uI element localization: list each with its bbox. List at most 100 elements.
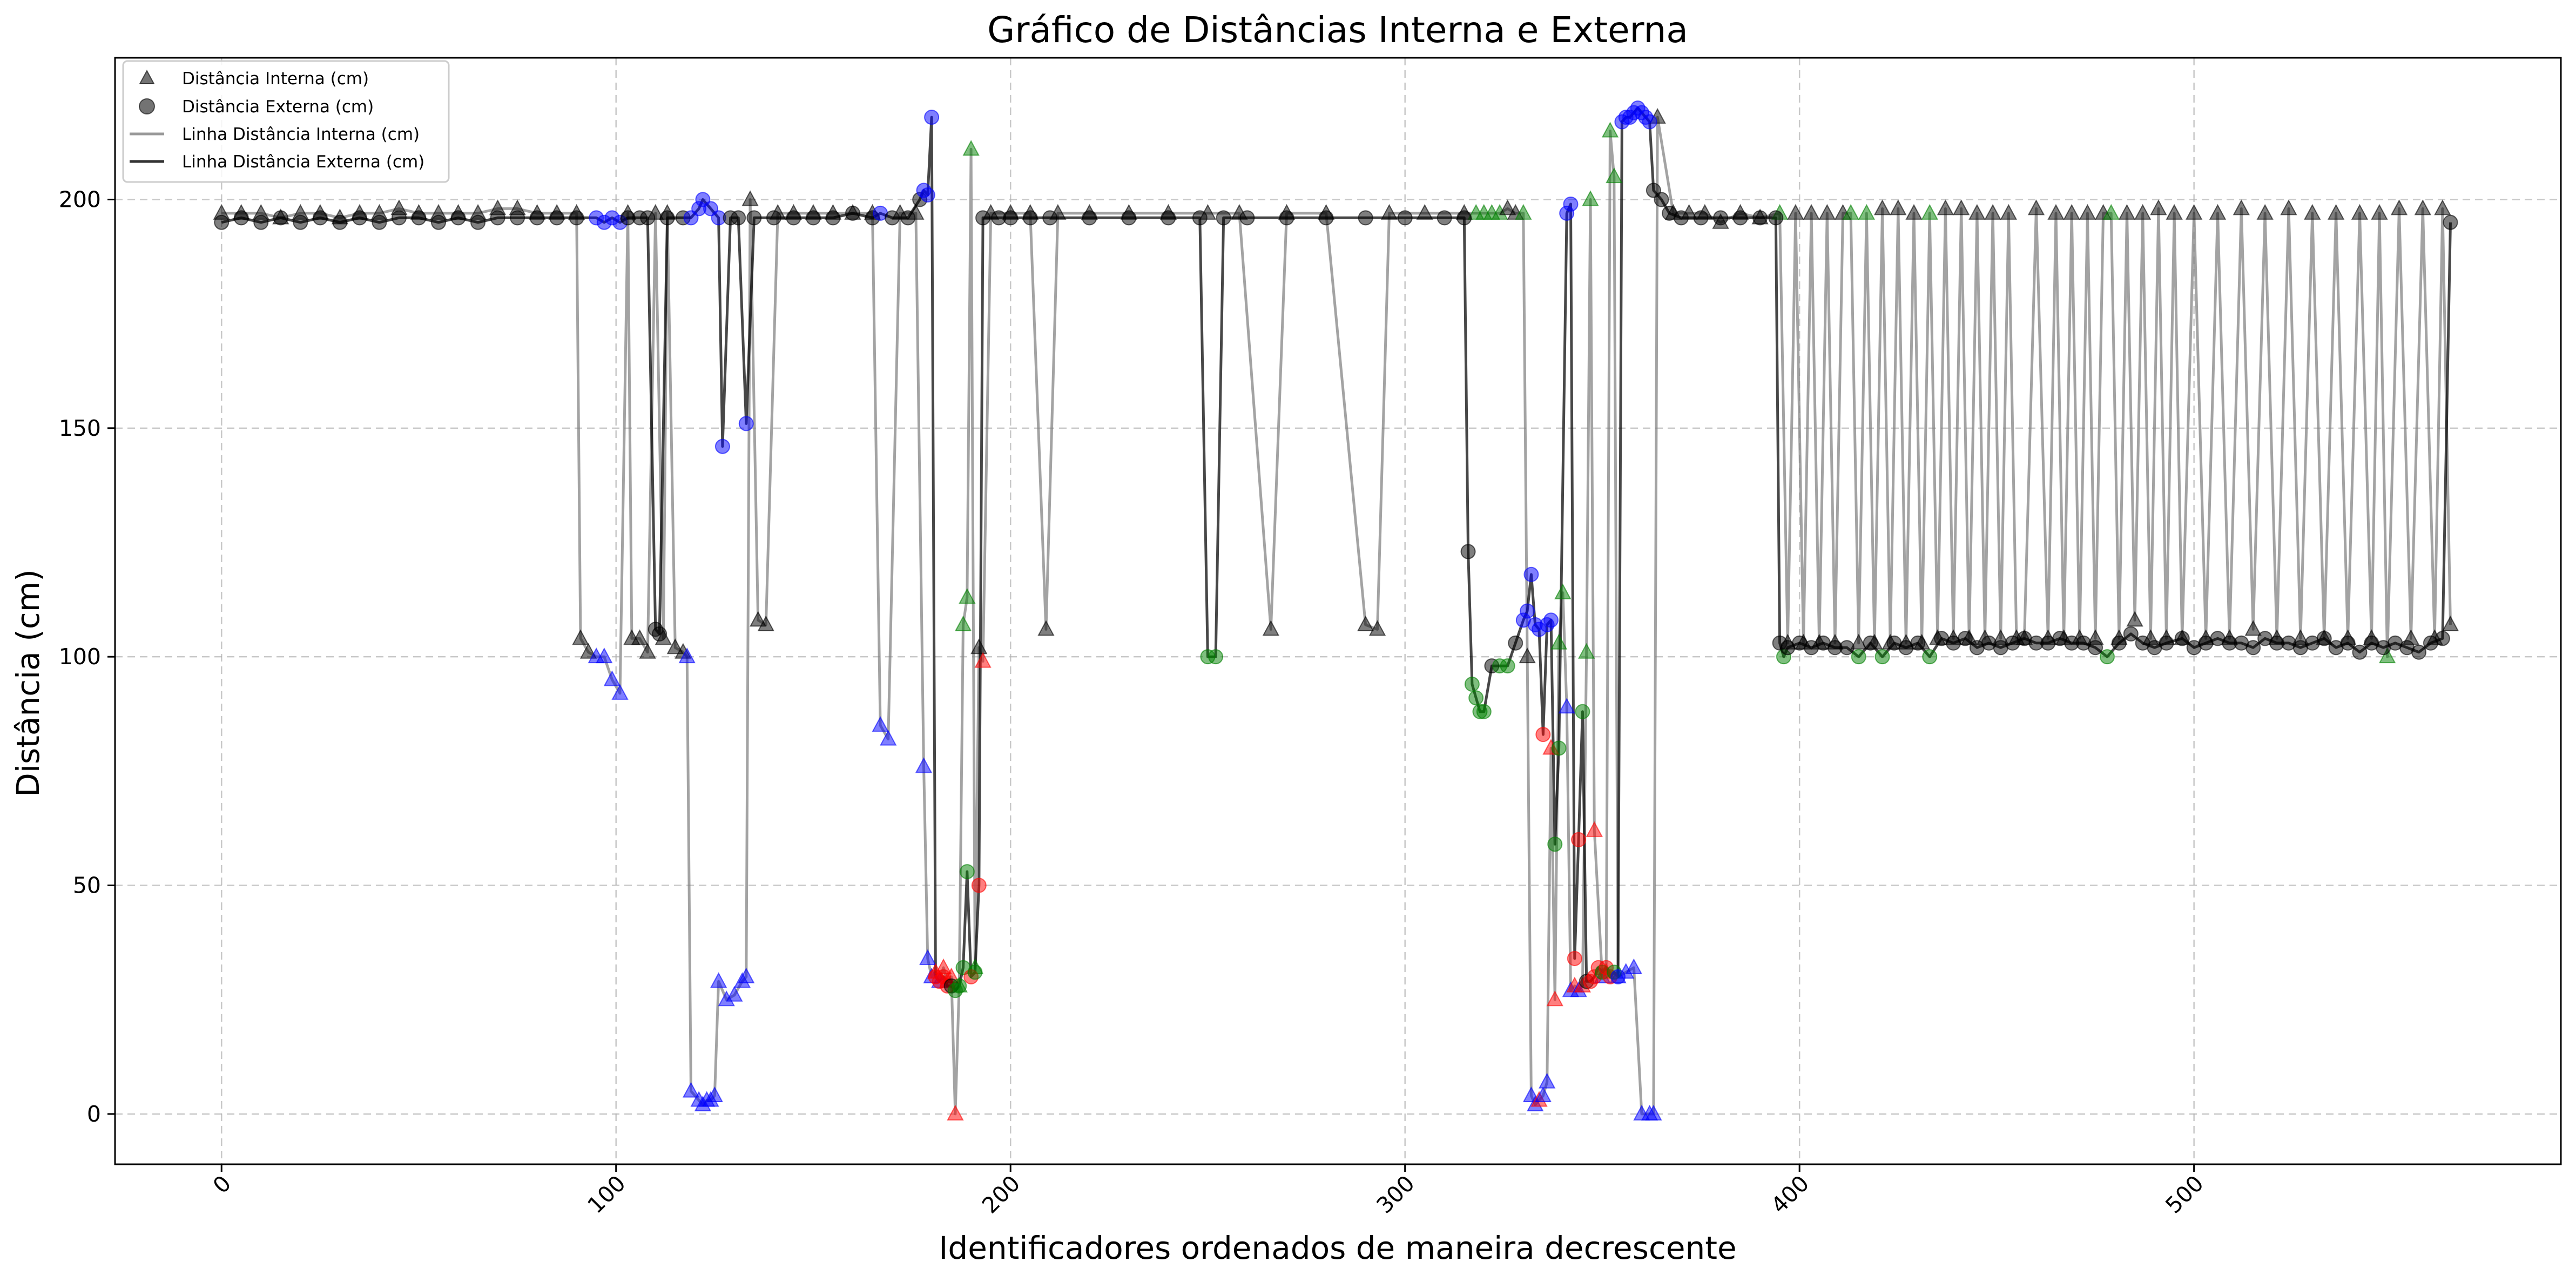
internal-distance-point [1554,583,1572,599]
external-distance-point [1208,649,1224,665]
internal-distance-point [1787,204,1804,220]
internal-distance-point [1582,190,1599,206]
external-distance-point [1752,210,1768,226]
internal-distance-point [1850,633,1867,650]
external-distance-point [411,210,427,226]
internal-distance-point [915,757,933,773]
internal-distance-point [880,730,897,746]
external-distance-point [1551,740,1567,756]
external-distance-point [1839,640,1855,656]
legend-label-internal: Distância Interna (cm) [182,69,369,89]
external-distance-point [1279,210,1294,226]
external-distance-point [470,214,486,230]
external-distance-point [273,210,288,226]
external-distance-point [1358,210,1373,226]
internal-distance-point [1842,204,1859,220]
external-distance-point [2174,631,2190,646]
external-distance-point [967,964,983,980]
external-distance-point [1922,649,1938,665]
x-axis-label: Identificadores ordenados de maneira dec… [939,1230,1736,1266]
external-distance-point [1654,192,1669,207]
external-distance-point [1768,210,1784,226]
internal-distance-point [2434,199,2451,215]
internal-distance-point [2118,204,2136,220]
external-distance-point [1535,727,1551,743]
legend-label-internal-line: Linha Distância Interna (cm) [182,125,420,144]
internal-distance-point [1905,204,1923,220]
internal-distance-point [678,647,696,664]
external-distance-point [233,210,249,226]
external-distance-point [2316,631,2332,646]
internal-distance-point [738,967,755,983]
external-distance-point [1437,210,1452,226]
external-distance-point [640,210,656,226]
external-distance-point [1508,635,1523,651]
y-tick-label: 200 [59,186,101,212]
external-distance-point [1082,210,1097,226]
internal-distance-point [572,629,589,645]
y-tick-label: 0 [87,1101,101,1127]
internal-distance-point [2079,204,2096,220]
external-distance-point [1575,704,1590,719]
external-distance-point [1460,544,1476,559]
internal-distance-point [2442,615,2459,631]
internal-distance-point [1625,958,1643,974]
internal-distance-point [2378,647,2396,664]
internal-distance-point [1606,167,1623,184]
internal-distance-point [750,611,767,627]
external-distance-point [975,210,991,226]
external-distance-point [1239,210,1255,226]
external-distance-point [1563,196,1579,212]
internal-distance-point [741,190,759,206]
external-distance-point [1397,210,1413,226]
external-distance-point [1863,635,1878,651]
internal-distance-point [2371,204,2388,220]
legend: Distância Interna (cm) Distância Externa… [122,60,450,183]
external-distance-point [2088,640,2103,656]
y-tick-label: 50 [73,873,101,899]
internal-distance-point [2185,204,2203,220]
internal-distance-point [954,615,972,631]
external-distance-point [652,626,667,642]
internal-distance-point [1538,1072,1556,1089]
external-distance-point [2159,635,2174,651]
internal-distance-point [2390,199,2408,215]
external-distance-point [1547,836,1563,852]
external-marker-layer [214,100,2458,998]
internal-distance-point [1515,204,1532,220]
internal-distance-point [1586,821,1603,837]
external-distance-point [372,214,387,230]
internal-distance-point [726,986,743,1002]
internal-distance-point [2209,204,2227,220]
external-distance-point [1571,832,1587,847]
internal-distance-point [631,629,649,645]
internal-distance-point [872,716,889,732]
external-distance-point [1957,631,1973,646]
external-distance-point [1610,969,1626,984]
y-tick-label: 150 [59,415,101,441]
external-distance-point [959,864,975,880]
external-distance-point [1216,210,1231,226]
legend-box [122,60,450,183]
external-distance-point [569,210,584,226]
external-distance-point [731,210,746,226]
internal-distance-point [603,670,621,686]
external-distance-point [805,210,821,226]
external-distance-point [1543,612,1559,628]
external-distance-point [2411,644,2427,660]
internal-distance-point [2233,199,2250,215]
external-distance-point [1674,210,1689,226]
external-distance-point [920,187,935,203]
internal-distance-point [2063,204,2080,220]
internal-distance-point [2047,204,2065,220]
internal-distance-point [757,615,774,631]
internal-distance-point [2126,611,2143,627]
external-distance-point [510,210,525,226]
external-distance-point [253,214,269,230]
legend-label-external-line: Linha Distância Externa (cm) [182,152,424,172]
external-distance-point [1910,635,1926,651]
internal-distance-point [706,1086,724,1102]
internal-distance-point [1380,204,1398,220]
external-distance-point [766,210,781,226]
y-tick-label: 100 [59,644,101,670]
